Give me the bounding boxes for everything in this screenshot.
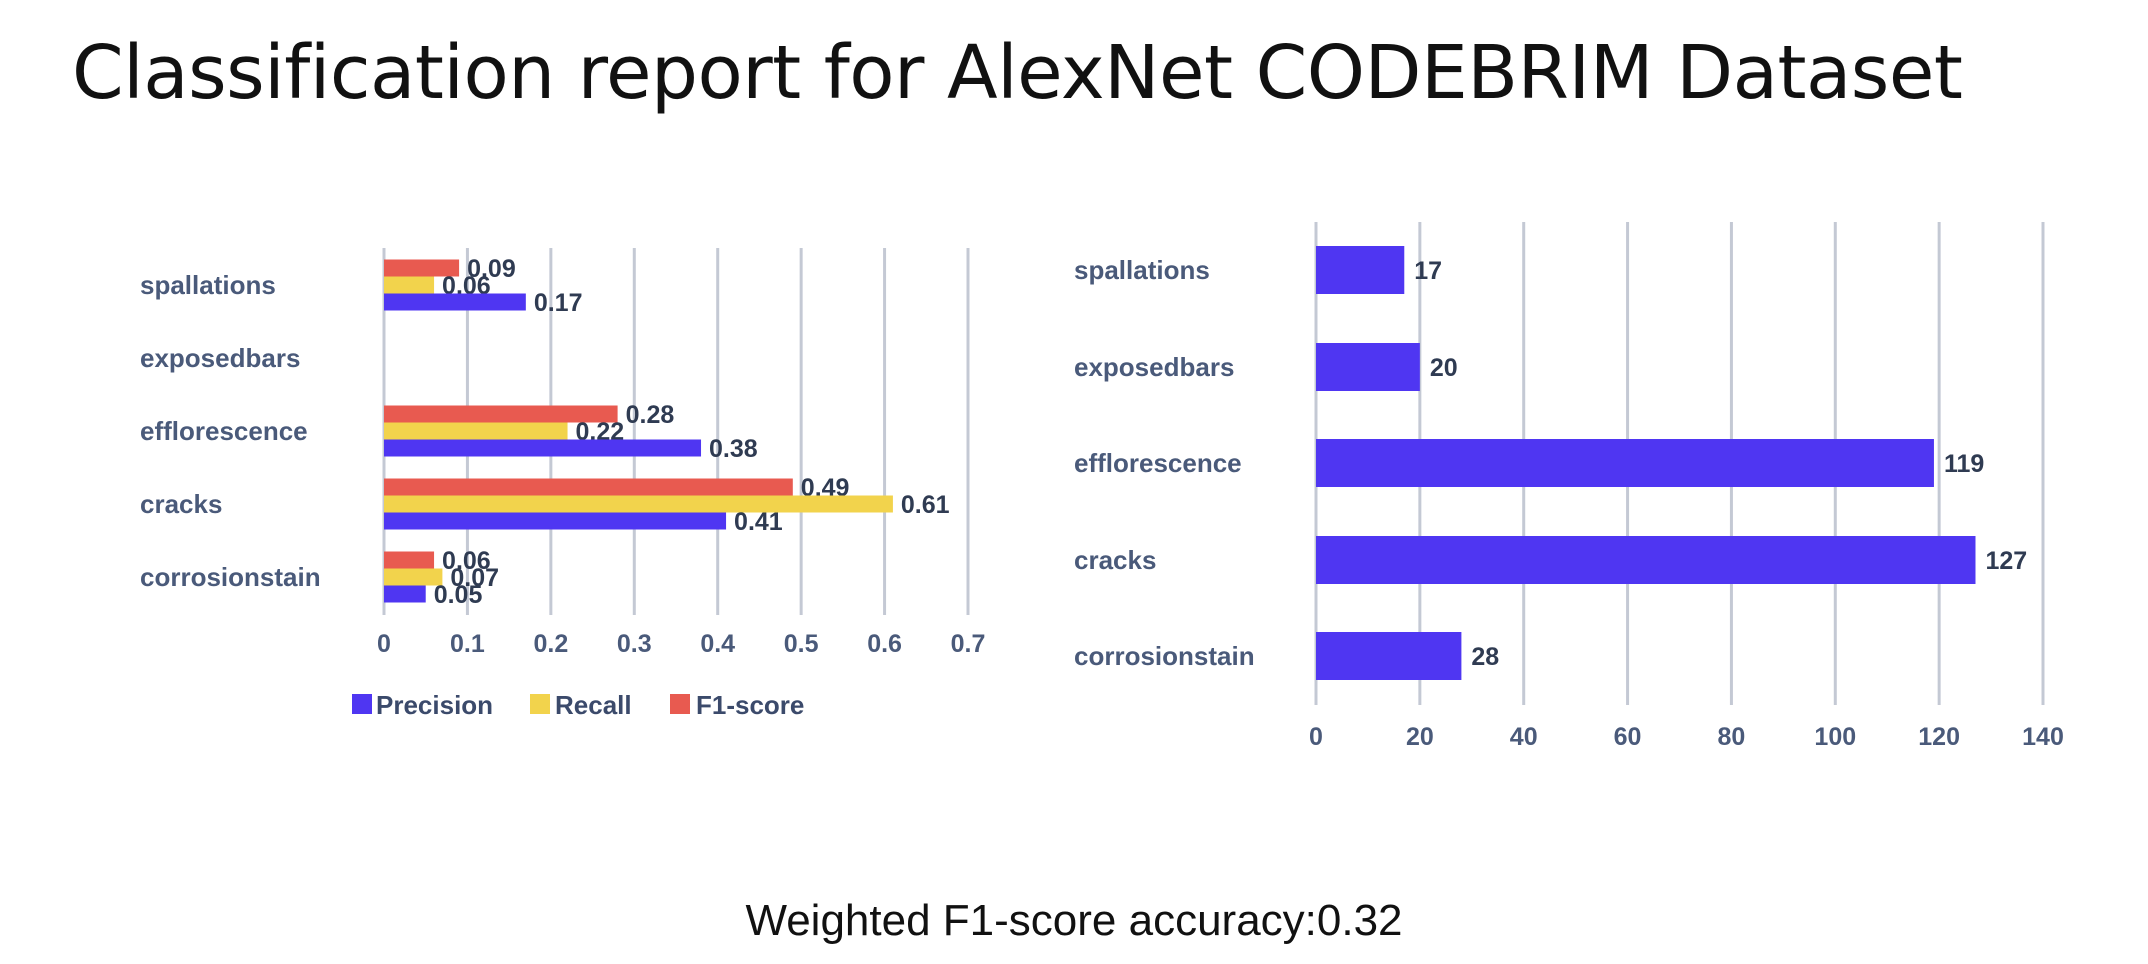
data-label-precision-efflorescence: 0.38 <box>709 435 758 463</box>
legend-label-precision: Precision <box>376 690 493 720</box>
data-label-f1-score-efflorescence: 0.28 <box>626 401 675 429</box>
x-tick-label: 100 <box>1814 723 1856 751</box>
bar-support-exposedbars <box>1316 343 1420 391</box>
category-label-exposedbars: exposedbars <box>1074 352 1234 382</box>
x-tick-label: 0.3 <box>617 630 652 658</box>
x-tick-label: 140 <box>2022 723 2064 751</box>
bar-support-efflorescence <box>1316 439 1934 487</box>
bar-recall-spallations <box>384 276 435 294</box>
data-label-precision-spallations: 0.17 <box>534 289 583 317</box>
bar-f1-score-corrosionstain <box>384 551 435 569</box>
bar-support-corrosionstain <box>1316 632 1462 680</box>
x-tick-label: 0.7 <box>951 630 986 658</box>
category-label-exposedbars: exposedbars <box>140 343 300 373</box>
bar-precision-spallations <box>384 293 526 311</box>
data-label-recall-corrosionstain: 0.07 <box>450 564 499 592</box>
page-title: Classification report for AlexNet CODEBR… <box>72 30 1963 116</box>
data-label-precision-corrosionstain: 0.05 <box>434 581 483 609</box>
data-label-support-spallations: 17 <box>1414 257 1442 285</box>
x-tick-label: 80 <box>1718 723 1746 751</box>
bar-recall-efflorescence <box>384 422 568 440</box>
data-label-precision-cracks: 0.41 <box>734 508 783 536</box>
data-label-f1-score-spallations: 0.09 <box>467 255 516 283</box>
bar-f1-score-spallations <box>384 259 460 277</box>
legend-label-recall: Recall <box>555 690 632 720</box>
data-label-support-exposedbars: 20 <box>1430 354 1458 382</box>
x-tick-label: 60 <box>1614 723 1642 751</box>
x-tick-label: 0.2 <box>533 630 568 658</box>
bar-recall-cracks <box>384 495 893 513</box>
bar-precision-corrosionstain <box>384 585 426 603</box>
category-label-spallations: spallations <box>1074 255 1210 285</box>
category-label-corrosionstain: corrosionstain <box>140 562 321 592</box>
x-tick-label: 0 <box>377 630 391 658</box>
bar-f1-score-cracks <box>384 478 793 496</box>
data-label-recall-cracks: 0.61 <box>901 491 950 519</box>
category-label-corrosionstain: corrosionstain <box>1074 641 1255 671</box>
category-label-cracks: cracks <box>1074 545 1156 575</box>
data-label-support-cracks: 127 <box>1985 547 2027 575</box>
data-label-support-corrosionstain: 28 <box>1471 643 1499 671</box>
legend-swatch-f1-score <box>670 694 690 714</box>
x-tick-label: 0 <box>1309 723 1323 751</box>
x-tick-label: 0.5 <box>784 630 819 658</box>
x-tick-label: 40 <box>1510 723 1538 751</box>
legend-swatch-precision <box>352 694 372 714</box>
bar-recall-corrosionstain <box>384 568 443 586</box>
data-label-f1-score-corrosionstain: 0.06 <box>442 547 491 575</box>
legend-swatch-recall <box>530 694 550 714</box>
bar-f1-score-efflorescence <box>384 405 618 423</box>
x-tick-label: 0.1 <box>450 630 485 658</box>
legend-label-f1-score: F1-score <box>696 690 804 720</box>
x-tick-label: 0.6 <box>867 630 902 658</box>
category-label-cracks: cracks <box>140 489 222 519</box>
x-tick-label: 0.4 <box>700 630 735 658</box>
bar-support-spallations <box>1316 246 1405 294</box>
x-tick-label: 20 <box>1406 723 1434 751</box>
bar-support-cracks <box>1316 536 1976 584</box>
category-label-spallations: spallations <box>140 270 276 300</box>
weighted-f1-note: Weighted F1-score accuracy:0.32 <box>745 896 1403 945</box>
x-tick-label: 120 <box>1918 723 1960 751</box>
bar-precision-cracks <box>384 512 727 530</box>
data-label-support-efflorescence: 119 <box>1944 450 1984 478</box>
bar-precision-efflorescence <box>384 439 702 457</box>
category-label-efflorescence: efflorescence <box>1074 448 1242 478</box>
category-label-efflorescence: efflorescence <box>140 416 308 446</box>
